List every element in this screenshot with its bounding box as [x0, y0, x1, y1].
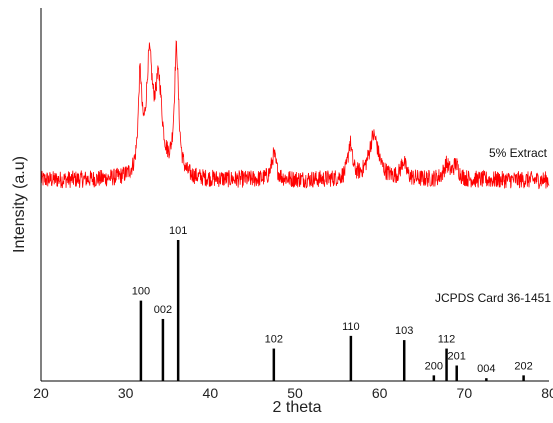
x-tick-label-30: 30 [118, 385, 134, 401]
x-tick-label-50: 50 [287, 385, 303, 401]
peak-label-004: 004 [477, 363, 495, 375]
peak-label-110: 110 [342, 321, 360, 333]
extract-annotation: 5% Extract [489, 146, 548, 160]
peak-label-102: 102 [265, 334, 283, 346]
x-tick-label-60: 60 [372, 385, 388, 401]
peak-labels: 100 002 101 102 110 103 200 112 201 004 202 [132, 225, 533, 375]
jcpds-annotation: JCPDS Card 36-1451 [435, 291, 551, 305]
x-axis-title: 2 theta [273, 399, 322, 416]
peak-label-100: 100 [132, 286, 150, 298]
x-tick-label-20: 20 [33, 385, 49, 401]
x-tick-label-80: 80 [541, 385, 553, 401]
peak-label-101: 101 [169, 225, 187, 237]
reference-peaks [139, 240, 525, 381]
peak-label-103: 103 [395, 325, 413, 337]
axes [40, 8, 549, 382]
x-tick-label-70: 70 [457, 385, 473, 401]
peak-label-112: 112 [438, 334, 456, 346]
peak-label-200: 200 [425, 360, 443, 372]
x-tick-label-40: 40 [203, 385, 219, 401]
peak-label-202: 202 [514, 360, 532, 372]
extract-line [40, 40, 550, 190]
y-axis-title: Intensity (a.u) [11, 156, 28, 253]
x-tick-labels: 20 30 40 50 60 70 80 [33, 385, 553, 401]
extract-series [40, 40, 550, 190]
peak-label-201: 201 [448, 350, 466, 362]
peak-label-002: 002 [154, 304, 172, 316]
